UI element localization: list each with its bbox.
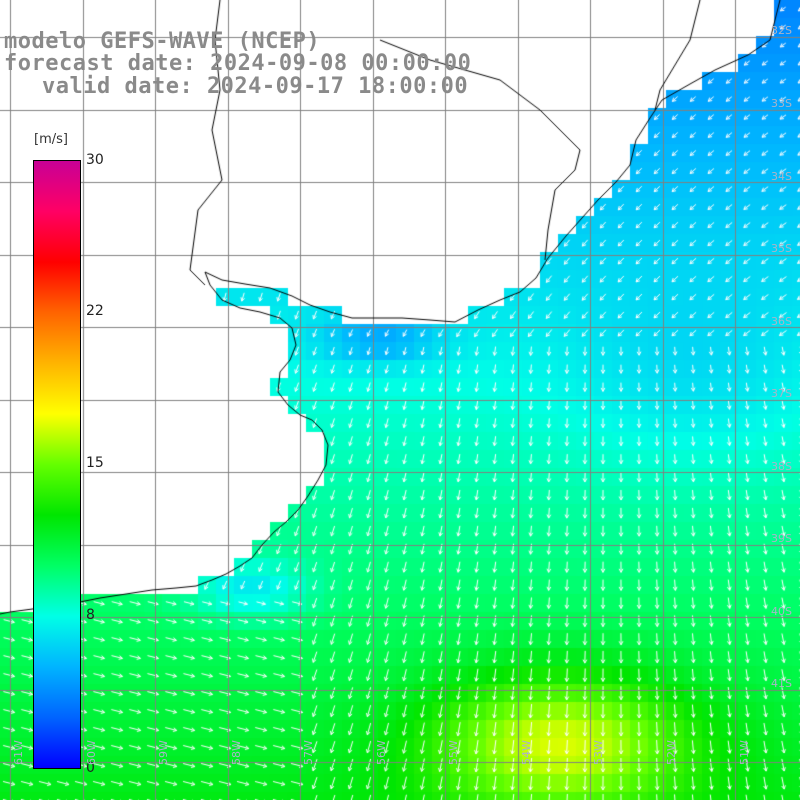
lon-label: 51W	[738, 740, 751, 765]
lon-label: 52W	[665, 740, 678, 765]
lat-label: 35S	[771, 242, 792, 255]
lat-label: 37S	[771, 387, 792, 400]
lat-label: 36S	[771, 315, 792, 328]
lat-label: 34S	[771, 170, 792, 183]
colorbar-tick-0: 0	[86, 760, 95, 776]
forecast-date: forecast date: 2024-09-08 00:00:00	[4, 51, 472, 76]
lat-label: 41S	[771, 677, 792, 690]
lat-label: 40S	[771, 605, 792, 618]
lat-label: 33S	[771, 97, 792, 110]
colorbar-tick-8: 8	[86, 607, 95, 623]
colorbar-tick-15: 15	[86, 455, 104, 471]
colorbar	[33, 160, 81, 769]
colorbar-tick-22: 22	[86, 303, 104, 319]
lon-label: 56W	[375, 740, 388, 765]
lon-label: 58W	[230, 740, 243, 765]
lon-label: 59W	[157, 740, 170, 765]
lon-label: 60W	[85, 740, 98, 765]
lat-label: 38S	[771, 460, 792, 473]
lat-label: 32S	[771, 24, 792, 37]
colorbar-units: [m/s]	[34, 132, 68, 147]
model-title: modelo GEFS-WAVE (NCEP)	[4, 29, 321, 54]
lon-label: 57W	[302, 740, 315, 765]
colorbar-tick-30: 30	[86, 152, 104, 168]
lon-label: 53W	[592, 740, 605, 765]
lat-label: 39S	[771, 532, 792, 545]
lon-label: 61W	[12, 740, 25, 765]
lon-label: 55W	[447, 740, 460, 765]
lon-label: 54W	[520, 740, 533, 765]
valid-date: valid date: 2024-09-17 18:00:00	[42, 74, 469, 99]
